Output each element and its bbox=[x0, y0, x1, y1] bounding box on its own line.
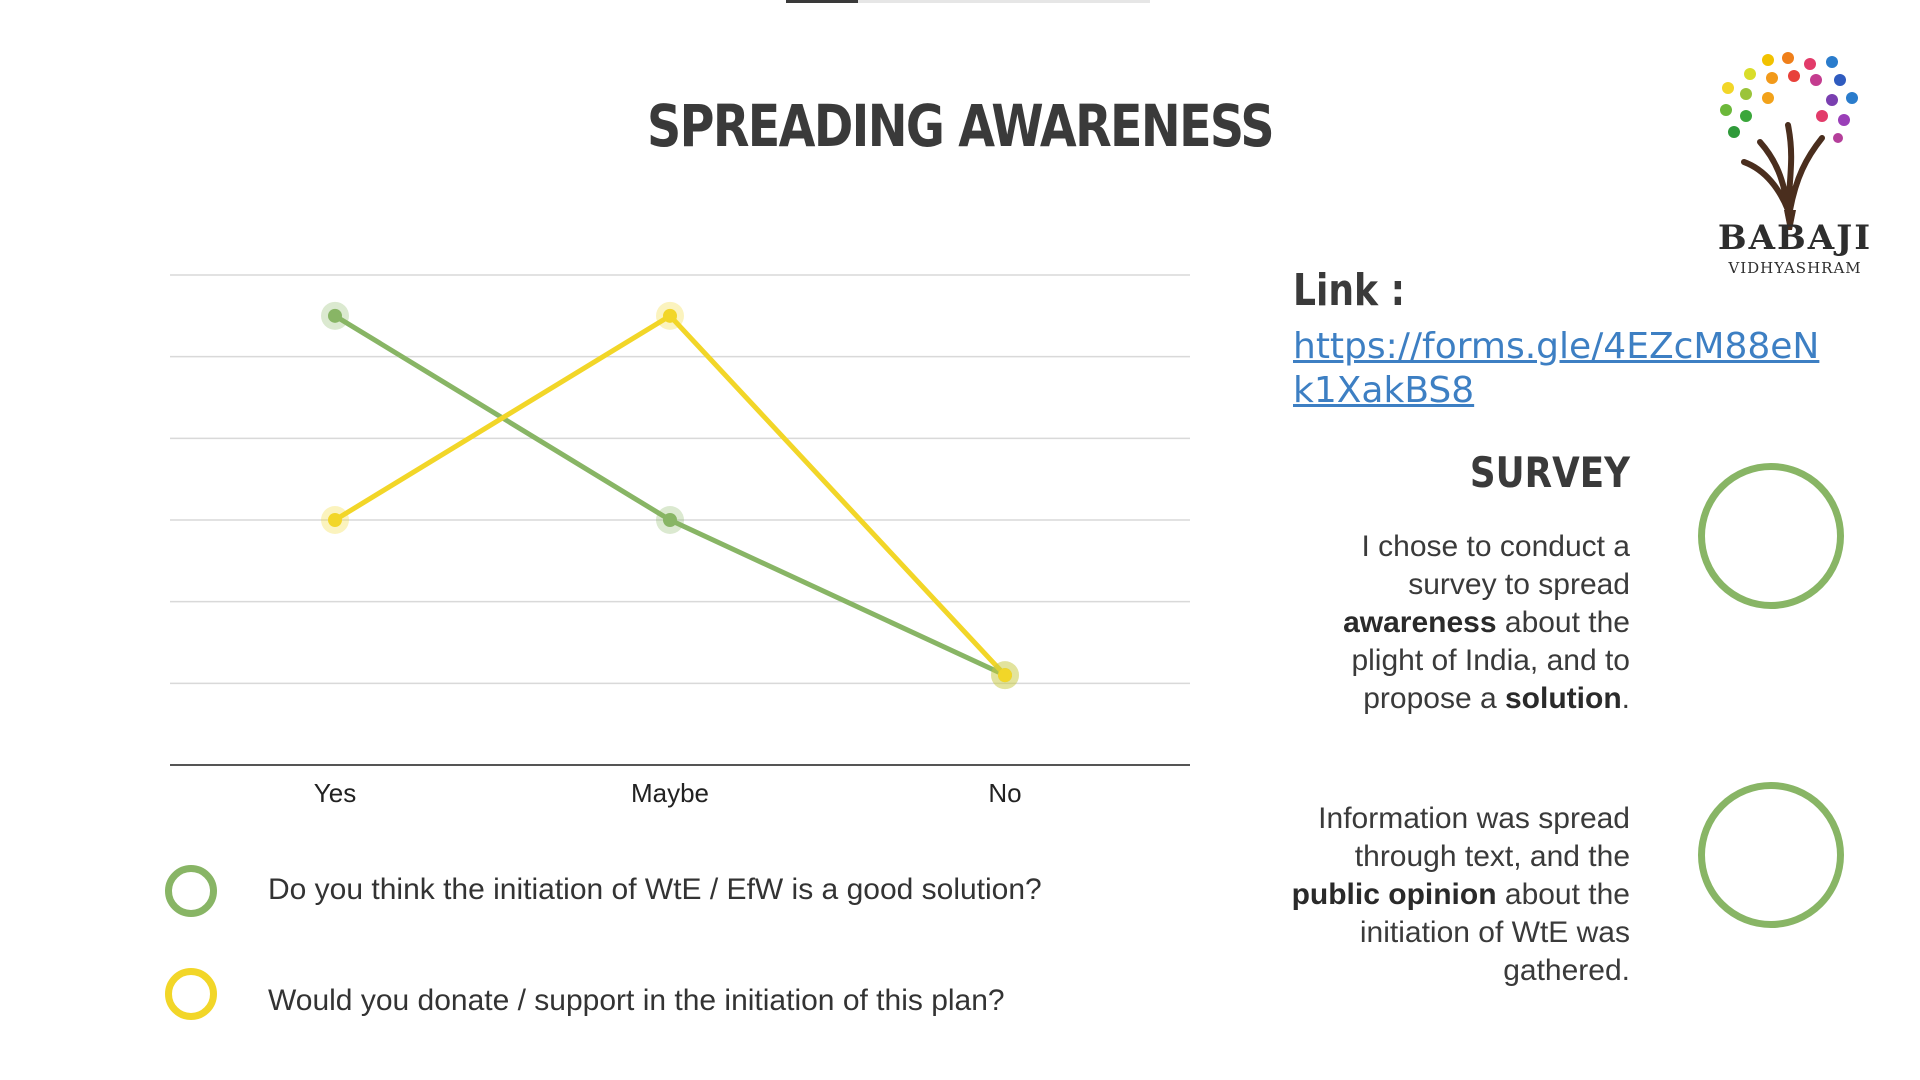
data-point bbox=[998, 668, 1012, 683]
legend-label: Would you donate / support in the initia… bbox=[268, 984, 1005, 1017]
data-point bbox=[663, 308, 677, 323]
paragraph-text: about the plight of India, and to propos… bbox=[1351, 606, 1630, 715]
x-tick-label: Maybe bbox=[631, 778, 709, 808]
x-tick-label: No bbox=[988, 778, 1021, 808]
paragraph-bold-text: public opinion bbox=[1291, 878, 1497, 911]
survey-heading: SURVEY bbox=[1469, 448, 1630, 497]
slide-progress-indicator bbox=[786, 0, 858, 3]
data-point bbox=[663, 513, 677, 527]
paragraph-bold-text: solution bbox=[1505, 682, 1622, 715]
logo-subtitle: VIDHYASHRAM bbox=[1728, 259, 1862, 277]
paragraph-text: . bbox=[1621, 682, 1630, 715]
legend-item-yellow: Would you donate / support in the initia… bbox=[160, 968, 1160, 1038]
yellow-ring-icon bbox=[165, 968, 217, 1020]
green-ring-icon bbox=[165, 865, 217, 917]
green-ring-icon bbox=[1698, 782, 1844, 928]
paragraph-text: Information was spread through text, and… bbox=[1318, 802, 1630, 873]
series-line-2 bbox=[333, 313, 1007, 677]
x-tick-label: Yes bbox=[314, 778, 356, 808]
data-point bbox=[328, 513, 342, 527]
green-ring-icon bbox=[1698, 463, 1844, 609]
survey-link[interactable]: https://forms.gle/4EZcM88eNk1XakBS8 bbox=[1293, 326, 1820, 411]
tree-of-dots-icon bbox=[1720, 52, 1858, 230]
page-title: SPREADING AWARENESS bbox=[646, 92, 1275, 160]
legend-item-green: Do you think the initiation of WtE / EfW… bbox=[160, 865, 1160, 935]
survey-paragraph-2: Information was spread through text, and… bbox=[1290, 800, 1630, 990]
paragraph-text: I chose to conduct a survey to spread bbox=[1361, 530, 1630, 601]
paragraph-bold-text: awareness bbox=[1343, 606, 1497, 639]
survey-paragraph-1: I chose to conduct a survey to spread aw… bbox=[1290, 528, 1630, 718]
line-chart: Yes Maybe No bbox=[170, 274, 1190, 808]
slide-progress-bar bbox=[786, 0, 1150, 3]
series-line-1 bbox=[333, 313, 1007, 678]
link-label: Link : bbox=[1293, 265, 1406, 316]
legend-label: Do you think the initiation of WtE / EfW… bbox=[268, 873, 1042, 906]
data-point bbox=[328, 308, 342, 323]
logo-name: BABAJI bbox=[1717, 218, 1873, 258]
paragraph-text: about the initiation of WtE was gathered… bbox=[1359, 878, 1630, 987]
